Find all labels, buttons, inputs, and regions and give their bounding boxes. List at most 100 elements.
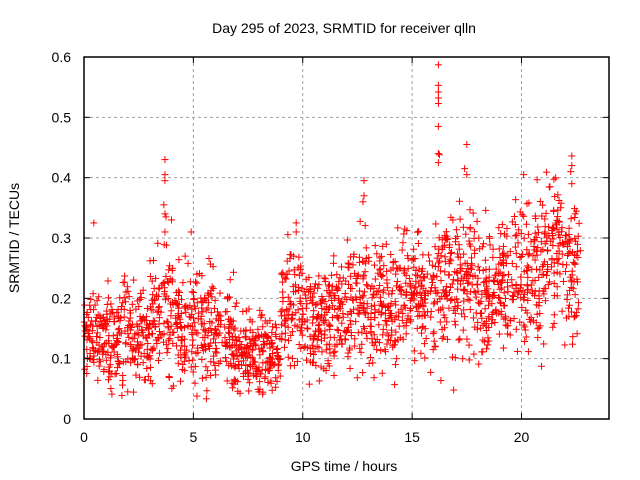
data-point — [560, 277, 568, 285]
data-point — [555, 197, 563, 205]
data-point — [335, 295, 343, 303]
data-point — [367, 285, 375, 293]
data-point — [348, 285, 356, 293]
data-point — [283, 314, 291, 322]
data-point — [524, 285, 532, 293]
data-point — [470, 350, 478, 358]
data-point — [460, 250, 468, 258]
data-point — [140, 376, 148, 384]
data-point — [525, 199, 533, 207]
data-point — [161, 156, 169, 164]
data-point — [229, 350, 237, 358]
data-point — [506, 247, 514, 255]
data-point — [371, 275, 379, 283]
data-point — [496, 294, 504, 302]
data-point — [356, 287, 364, 295]
data-point — [412, 283, 420, 291]
data-point — [463, 290, 471, 298]
data-point — [189, 368, 197, 376]
data-point — [329, 302, 337, 310]
data-point — [223, 294, 231, 302]
data-point — [164, 345, 172, 353]
data-point — [127, 359, 135, 367]
data-point — [132, 344, 140, 352]
data-point — [550, 311, 558, 319]
data-point — [474, 287, 482, 295]
data-point — [113, 331, 121, 339]
data-point — [477, 297, 485, 305]
data-point — [363, 304, 371, 312]
data-point — [197, 341, 205, 349]
data-point — [356, 302, 364, 310]
data-point — [146, 257, 154, 265]
data-point — [358, 328, 366, 336]
data-point — [116, 294, 124, 302]
data-point — [102, 356, 110, 364]
data-point — [561, 341, 569, 349]
data-point — [318, 348, 326, 356]
data-point — [536, 309, 544, 317]
data-point — [361, 288, 369, 296]
data-point — [540, 340, 548, 348]
data-point — [310, 331, 318, 339]
data-point — [429, 330, 437, 338]
y-tick-label: 0.1 — [52, 351, 72, 367]
data-point — [239, 357, 247, 365]
data-point — [93, 313, 101, 321]
data-point — [128, 300, 136, 308]
data-point — [568, 162, 576, 170]
data-point — [520, 171, 528, 179]
data-point — [446, 283, 454, 291]
data-point — [227, 343, 235, 351]
data-point — [352, 274, 360, 282]
data-point — [417, 281, 425, 289]
data-point — [551, 193, 559, 201]
data-point — [150, 344, 158, 352]
data-point — [163, 317, 171, 325]
data-point — [488, 319, 496, 327]
data-point — [498, 250, 506, 258]
data-point — [135, 303, 143, 311]
data-point — [99, 314, 107, 322]
data-point — [464, 279, 472, 287]
data-point — [276, 355, 284, 363]
data-point — [531, 246, 539, 254]
data-point — [341, 335, 349, 343]
data-point — [478, 314, 486, 322]
data-point — [278, 306, 286, 314]
data-point — [233, 353, 241, 361]
data-point — [421, 340, 429, 348]
data-point — [144, 339, 152, 347]
data-point — [387, 266, 395, 274]
data-point — [160, 201, 168, 209]
data-point — [568, 152, 576, 160]
data-point — [324, 357, 332, 365]
data-point — [251, 358, 259, 366]
data-point — [208, 293, 216, 301]
data-point — [262, 359, 270, 367]
data-point — [437, 377, 445, 385]
data-point — [276, 356, 284, 364]
data-point — [512, 325, 520, 333]
data-point — [548, 255, 556, 263]
data-point — [536, 197, 544, 205]
x-tick-label: 10 — [295, 429, 311, 445]
data-point — [306, 287, 314, 295]
data-point — [334, 304, 342, 312]
data-point — [558, 307, 566, 315]
data-point — [553, 292, 561, 300]
data-point — [102, 339, 110, 347]
data-point — [392, 312, 400, 320]
data-point — [454, 250, 462, 258]
data-point — [207, 358, 215, 366]
data-point — [513, 347, 521, 355]
data-point — [211, 348, 219, 356]
data-point — [500, 271, 508, 279]
data-point — [169, 329, 177, 337]
data-point — [280, 343, 288, 351]
data-point — [522, 333, 530, 341]
data-point — [474, 318, 482, 326]
data-point — [333, 285, 341, 293]
data-point — [345, 264, 353, 272]
data-point — [327, 297, 335, 305]
